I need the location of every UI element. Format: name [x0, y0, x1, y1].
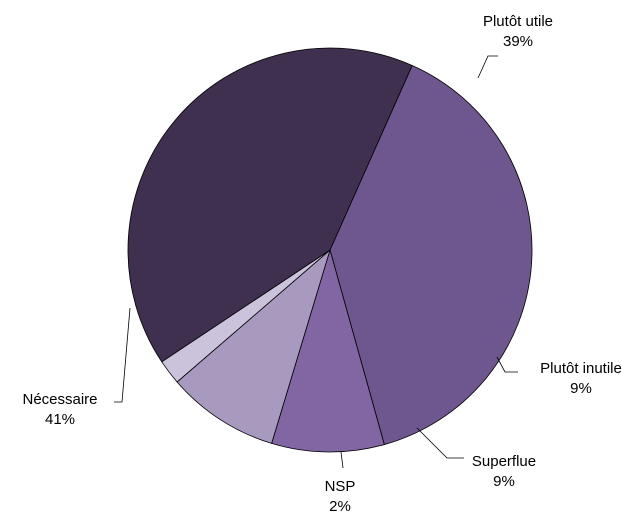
leader-line: [114, 307, 131, 403]
slice-value-label: 39%: [503, 33, 533, 50]
slice-value-label: 2%: [329, 498, 351, 514]
leader-line: [496, 356, 518, 373]
pie-slice-plut-t-inutile: [271, 248, 385, 453]
leader-line: [340, 451, 344, 469]
slice-label: Nécessaire: [22, 391, 97, 408]
slice-label: Plutôt inutile: [540, 360, 622, 377]
slice-value-label: 9%: [570, 380, 592, 397]
label-leader-lines: [114, 55, 518, 469]
slice-value-label: 9%: [493, 473, 515, 490]
slice-label: Plutôt utile: [483, 13, 553, 30]
pie-slice-plut-t-utile: [329, 64, 533, 446]
pie-slice-superflue: [176, 248, 331, 444]
slice-value-label: 41%: [45, 411, 75, 428]
leader-line: [416, 427, 464, 459]
slice-label: NSP: [325, 478, 356, 495]
pie-slice-n-cessaire: [127, 47, 413, 363]
pie-slices: [127, 47, 533, 453]
leader-line: [477, 55, 498, 79]
slice-labels: Plutôt utile 39% Plutôt inutile 9% Superflue…: [22, 13, 621, 514]
slice-label: Superflue: [472, 453, 536, 470]
